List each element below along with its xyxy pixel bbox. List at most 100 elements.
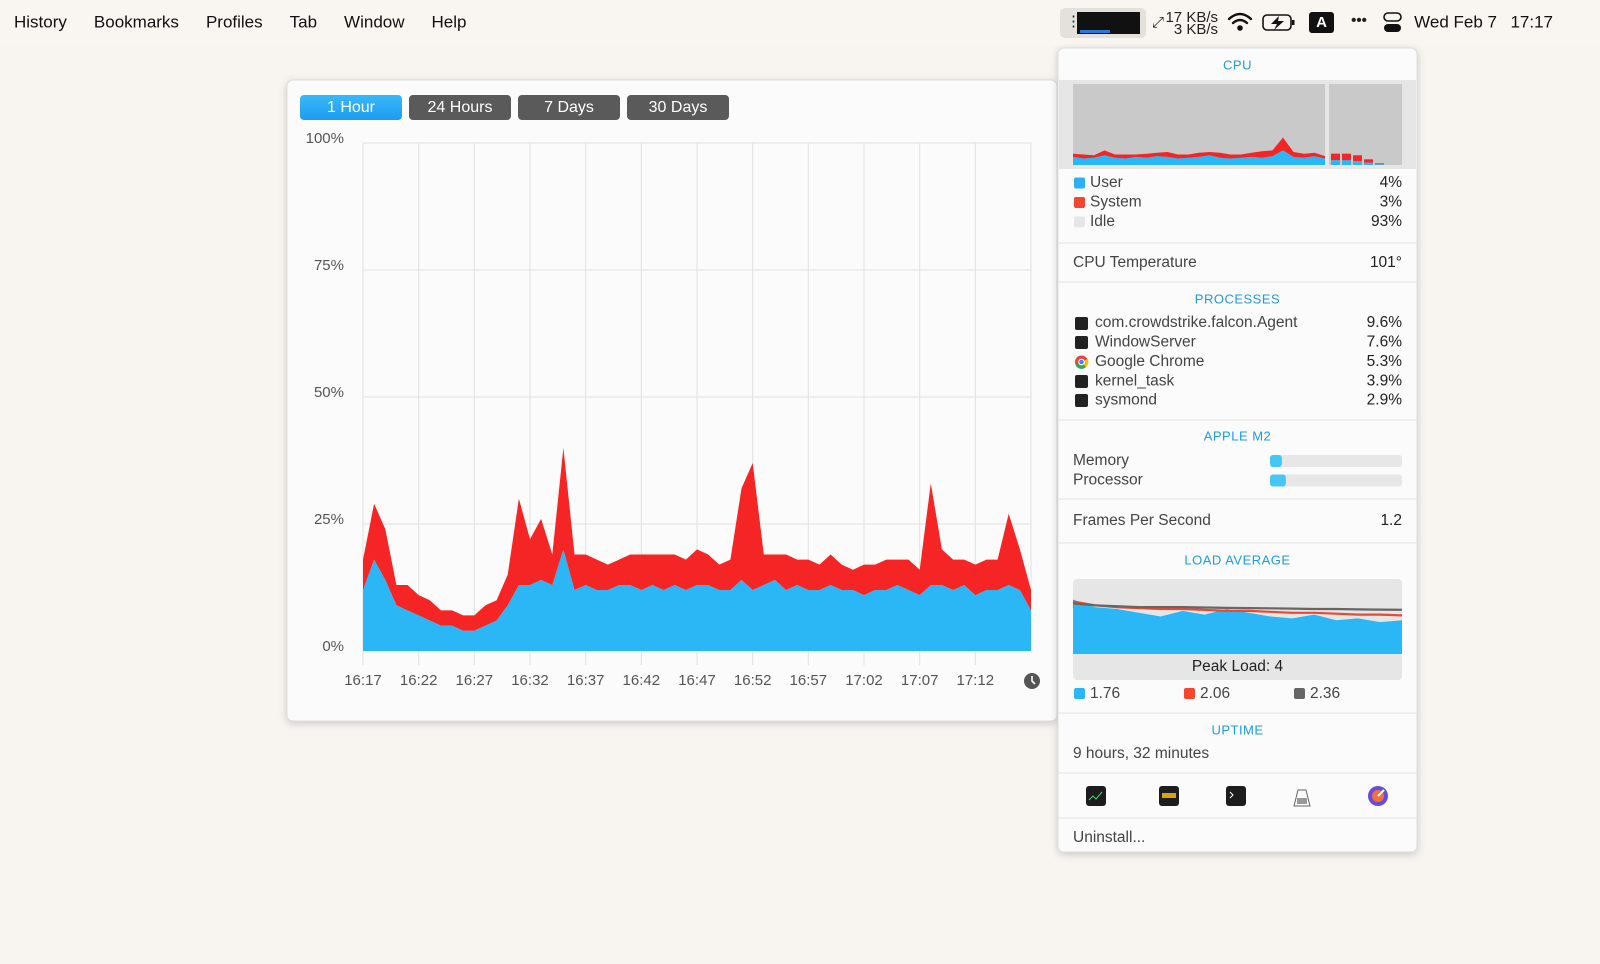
fps-value: 1.2 [1380,512,1402,529]
menu-item[interactable]: Help [432,12,467,31]
cpu-recent-user [1353,160,1362,165]
legend-value: 3% [1380,194,1403,211]
range-tab-label: 24 Hours [428,99,493,116]
wifi-icon[interactable] [1227,12,1253,31]
process-name: sysmond [1095,392,1157,409]
soc-track [1270,455,1402,467]
section-title: PROCESSES [1195,291,1280,306]
cpu-recent-system [1375,163,1384,165]
control-center-icon[interactable] [1383,12,1402,32]
area-series [363,549,1031,651]
process-value: 3.9% [1367,372,1403,389]
menu-item[interactable]: Profiles [206,12,263,31]
process-name: WindowServer [1095,333,1196,350]
fps-label: Frames Per Second [1073,512,1211,529]
cpu-status-label: ⋮ [1066,13,1081,30]
time[interactable]: 17:17 [1510,12,1553,31]
uninstall[interactable]: Uninstall... [1073,829,1145,846]
cpu-user-area [1073,150,1325,165]
legend-swatch [1074,216,1085,228]
range-tab[interactable] [409,95,511,120]
x-tick-label: 17:12 [957,672,995,689]
x-tick-label: 16:57 [790,672,828,689]
load-legend-value: 2.06 [1200,685,1230,702]
cpu-status-level [1080,30,1110,33]
soc-label: Memory [1073,452,1129,469]
process-name: Google Chrome [1095,353,1204,370]
y-tick-label: 0% [322,638,344,655]
popover-content: CPU User 4% System 3% Idle 93% CPU Temperature 1… [1058,57,1417,846]
more-icon[interactable]: ••• [1351,12,1367,29]
y-tick-label: 100% [306,130,344,147]
input-source[interactable] [1309,12,1334,33]
section-title: LOAD AVERAGE [1184,552,1290,567]
range-tab[interactable] [300,95,402,120]
range-tab-label: 30 Days [649,99,708,116]
range-tabs: 1 Hour 24 Hours 7 Days 30 Days [300,95,729,120]
load-area [1073,599,1402,654]
cpu-history-chart: 0% 25% 50% 75% 100% 16:17 16:22 16:27 16:32 16:37… [306,130,1032,689]
legend-label: Idle [1090,213,1115,230]
temperature-value: 101° [1370,254,1402,271]
legend-value: 93% [1371,213,1402,230]
input-source-label: A [1316,14,1327,31]
peak-load: Peak Load: 4 [1192,658,1284,675]
menu-item[interactable]: Tab [290,12,317,31]
area-series [363,447,1031,631]
x-tick-label: 16:17 [344,672,382,689]
battery-icon[interactable] [1262,14,1295,31]
legend-label: System [1090,194,1142,211]
menu-items: History Bookmarks Profiles Tab Window Help [14,12,466,31]
x-tick-label: 17:02 [845,672,883,689]
x-tick-label: 17:07 [901,672,939,689]
section-title: APPLE M2 [1204,428,1272,443]
net-down: 3 KB/s [1174,21,1218,38]
cpu-status-graph [1077,12,1140,34]
x-tick-label: 16:27 [456,672,494,689]
process-name: kernel_task [1095,372,1175,389]
y-tick-label: 75% [314,257,344,274]
x-tick-label: 16:22 [400,672,438,689]
process-name: com.crowdstrike.falcon.Agent [1095,314,1298,331]
net-arrows: ⤢ [1152,14,1165,31]
soc-track [1270,474,1402,487]
legend-swatch [1074,177,1085,189]
range-tab-label: 7 Days [544,99,594,116]
cpu-recent-system [1353,155,1362,161]
load-legend-value: 1.76 [1090,685,1120,702]
menu-item[interactable]: Bookmarks [94,12,179,31]
soc-bar [1270,455,1282,467]
cpu-recent-system [1342,153,1351,161]
legend-swatch [1074,197,1085,208]
process-value: 7.6% [1367,333,1403,350]
temperature-label: CPU Temperature [1073,254,1197,271]
range-tab-label: 1 Hour [327,99,376,116]
clock-icon[interactable] [1024,673,1040,689]
net-up: 17 KB/s [1165,9,1218,26]
process-value: 5.3% [1367,353,1403,370]
range-tab[interactable] [627,95,729,120]
legend-label: User [1090,174,1123,191]
soc-label: Processor [1073,472,1143,489]
legend-swatch [1184,688,1195,699]
uptime-value: 9 hours, 32 minutes [1073,745,1209,762]
x-tick-label: 16:42 [623,672,661,689]
y-tick-label: 25% [314,511,344,528]
section-title: UPTIME [1211,722,1263,737]
cpu-recent-user [1342,160,1351,165]
y-tick-label: 50% [314,384,344,401]
x-tick-label: 16:32 [511,672,549,689]
menu-item[interactable]: Window [344,12,405,31]
cpu-recent [1329,84,1402,165]
x-tick-label: 16:47 [678,672,716,689]
range-tab[interactable] [518,95,620,120]
load-legend-value: 2.36 [1310,685,1340,702]
process-value: 9.6% [1367,314,1403,331]
menu-item[interactable]: History [14,12,67,31]
cpu-recent-user [1331,160,1340,165]
x-tick-label: 16:52 [734,672,772,689]
legend-swatch [1074,688,1085,699]
x-tick-label: 16:37 [567,672,605,689]
date[interactable]: Wed Feb 7 [1414,12,1497,31]
